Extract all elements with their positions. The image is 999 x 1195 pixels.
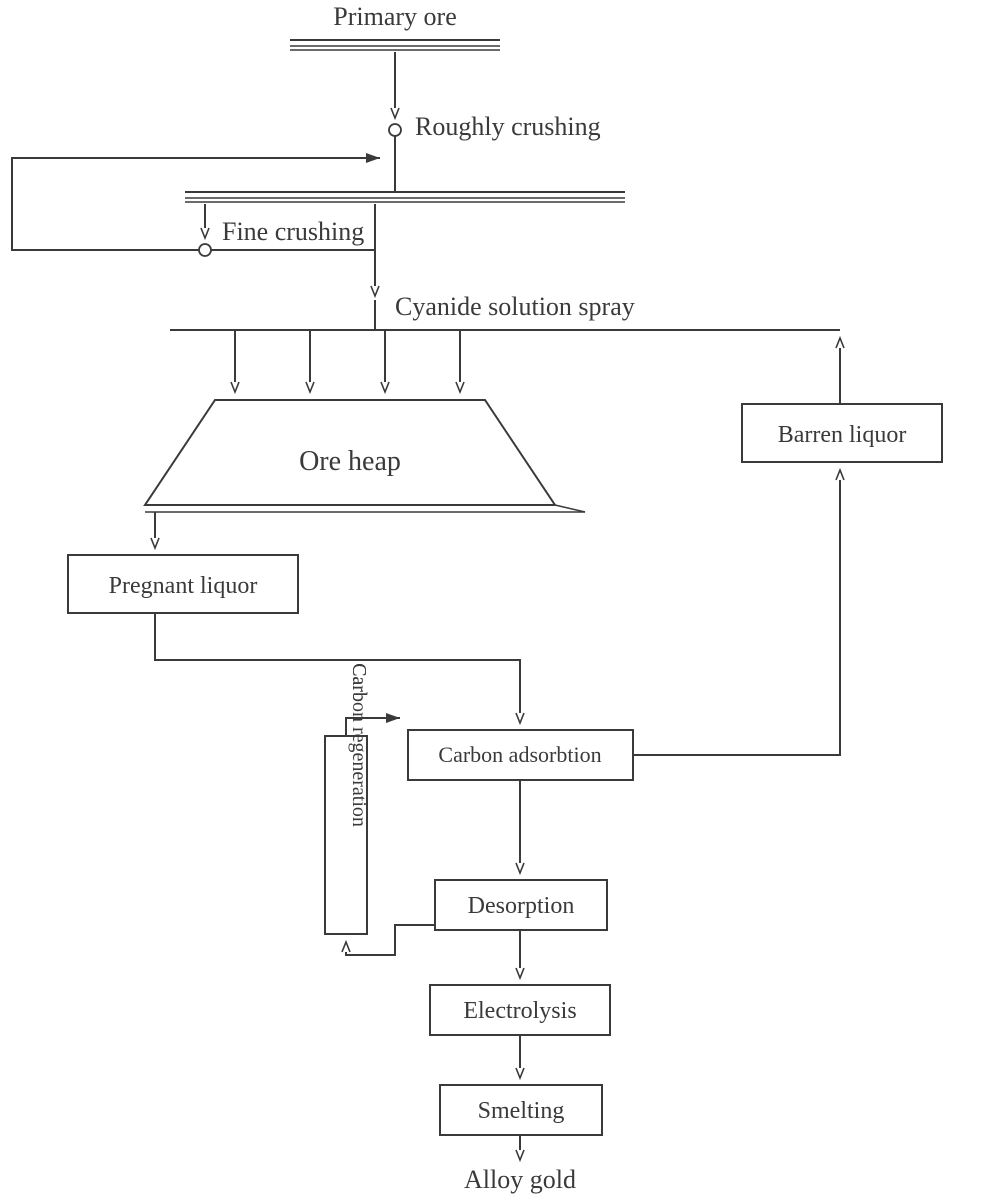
smelting-node: Smelting: [440, 1085, 602, 1135]
electrolysis-node: Electrolysis: [430, 985, 610, 1035]
fine-crushing-label: Fine crushing: [222, 217, 364, 246]
fine-crushing-node-icon: [199, 244, 211, 256]
screen-2: [185, 192, 625, 202]
ore-heap-label: Ore heap: [299, 446, 401, 477]
smelting-label: Smelting: [478, 1098, 565, 1124]
barren-liquor-node: Barren liquor: [742, 404, 942, 462]
flowchart-diagram: Primary ore Roughly crushing Fine crushi…: [0, 0, 999, 1195]
electrolysis-label: Electrolysis: [463, 998, 576, 1024]
roughly-crushing-node-icon: [389, 124, 401, 136]
arrow-carbon-to-barren: [633, 470, 840, 755]
cyanide-spray-label: Cyanide solution spray: [395, 292, 635, 321]
roughly-crushing-label: Roughly crushing: [415, 112, 601, 141]
svg-text:Desorption: Desorption: [468, 893, 575, 919]
line-fine-recycle: [12, 158, 205, 250]
svg-text:Carbon regeneration: Carbon regeneration: [348, 663, 370, 827]
alloy-gold-label: Alloy gold: [464, 1165, 576, 1194]
pregnant-liquor-label: Pregnant liquor: [109, 573, 258, 599]
screen-1: [290, 40, 500, 50]
pregnant-liquor-node: Pregnant liquor: [68, 555, 298, 613]
ore-heap-node: Ore heap: [145, 400, 585, 512]
primary-ore-label: Primary ore: [333, 2, 456, 31]
svg-text:Carbon adsorbtion: Carbon adsorbtion: [438, 742, 601, 767]
barren-liquor-label: Barren liquor: [778, 422, 907, 448]
